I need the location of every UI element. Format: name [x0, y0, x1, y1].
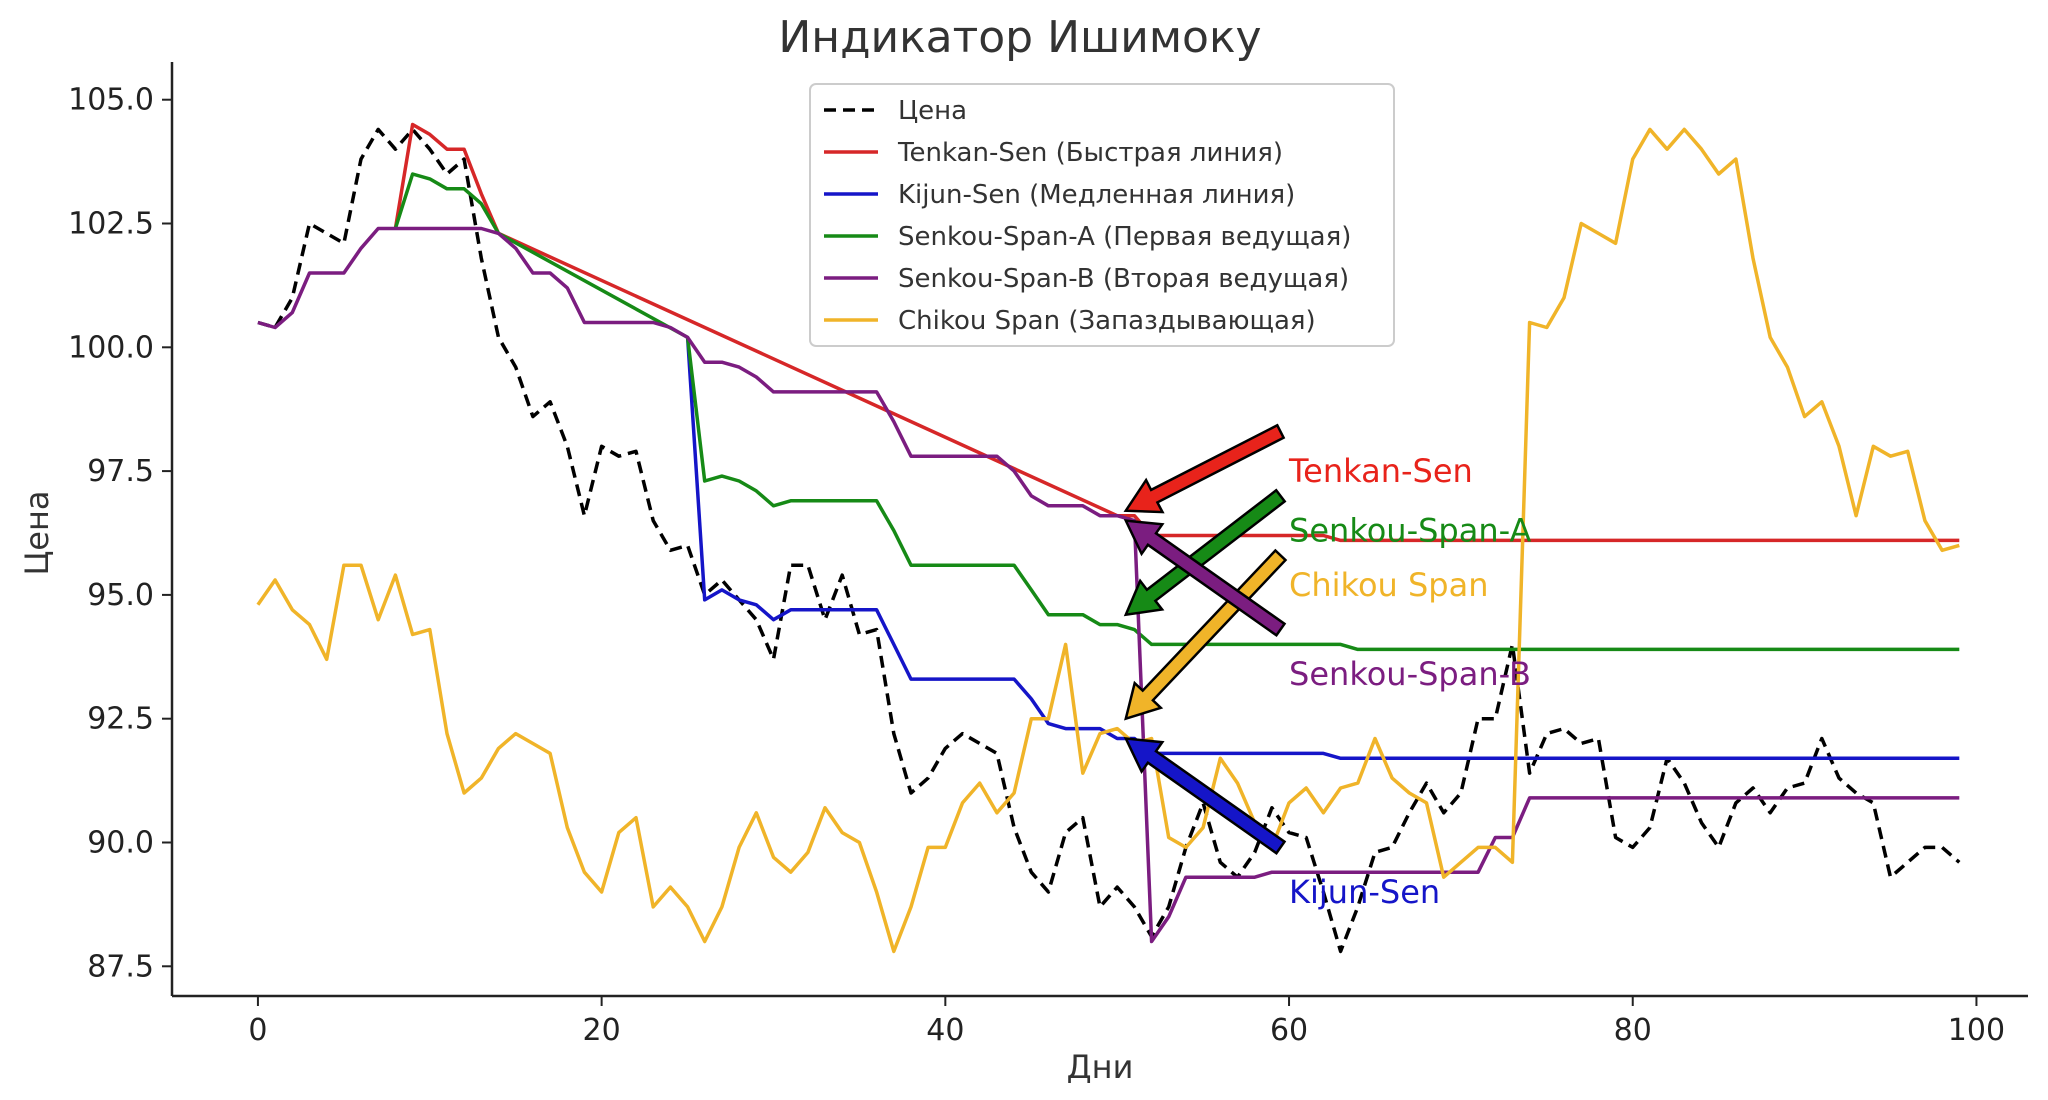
legend-box [809, 83, 1395, 347]
annotation-arrow-4 [1123, 737, 1287, 855]
y-tick-label: 95.0 [87, 578, 154, 613]
series-line-3 [393, 172, 1960, 652]
y-axis-label: Цена [18, 490, 56, 575]
annotation-arrow-2 [1124, 548, 1288, 721]
annotation-label-4: Kijun-Sen [1289, 873, 1440, 911]
y-tick-label: 92.5 [87, 702, 154, 737]
series-line-5 [256, 127, 1960, 954]
annotation-label-1: Senkou-Span-A [1289, 512, 1531, 550]
legend-label-4: Senkou-Span-B (Вторая ведущая) [898, 264, 1349, 294]
y-tick-label: 102.5 [68, 207, 154, 242]
x-axis-label: Дни [1067, 1048, 1134, 1086]
series-line-2 [685, 337, 1960, 761]
annotation-arrow-3 [1123, 519, 1287, 638]
x-tick-label: 60 [1270, 1013, 1308, 1048]
x-tick-label: 0 [248, 1013, 267, 1048]
legend-label-3: Senkou-Span-A (Первая ведущая) [898, 222, 1351, 252]
annotation-label-2: Chikou Span [1289, 566, 1488, 604]
x-tick-label: 80 [1614, 1013, 1652, 1048]
x-tick-label: 40 [926, 1013, 964, 1048]
y-tick-label: 97.5 [87, 454, 154, 489]
x-tick-label: 100 [1948, 1013, 2005, 1048]
y-tick-label: 90.0 [87, 825, 154, 860]
series-line-4 [257, 226, 1960, 944]
chart-title: Индикатор Ишимоку [778, 12, 1261, 63]
annotation-arrow-1 [1123, 488, 1287, 617]
y-tick-label: 87.5 [87, 949, 154, 984]
annotation-label-0: Tenkan-Sen [1288, 452, 1473, 490]
legend-label-5: Chikou Span (Запаздывающая) [898, 306, 1316, 336]
y-tick-label: 105.0 [68, 83, 154, 118]
series-line-0 [257, 127, 1961, 954]
legend-label-2: Kijun-Sen (Медленная линия) [898, 180, 1295, 210]
x-tick-label: 20 [583, 1013, 621, 1048]
annotation-label-3: Senkou-Span-B [1289, 655, 1531, 693]
annotation-arrow-0 [1123, 423, 1286, 514]
legend-label-0: Цена [898, 96, 967, 126]
y-tick-label: 100.0 [68, 330, 154, 365]
legend-label-1: Tenkan-Sen (Быстрая линия) [897, 138, 1283, 168]
